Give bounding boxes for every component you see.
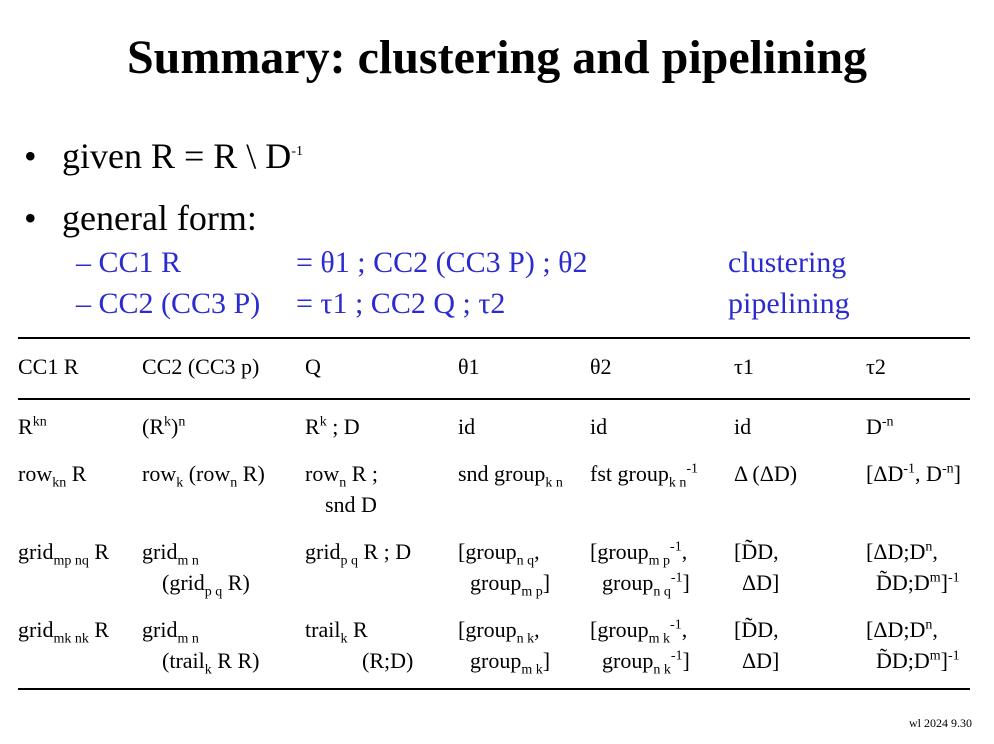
sub-lhs: – CC2 (CC3 P) xyxy=(76,287,261,320)
table-cell: gridmk nk R xyxy=(18,617,110,647)
table-cell: groupn k-1] xyxy=(602,648,690,678)
bullet-given-sup: -1 xyxy=(291,144,303,159)
bullet-given-text: given R = R \ D xyxy=(62,136,292,176)
table-cell: snd D xyxy=(325,492,377,517)
table-cell: (gridp q R) xyxy=(162,570,250,600)
table-cell: rowkn R xyxy=(18,461,87,491)
table-header-cell: CC1 R xyxy=(18,354,79,379)
table-cell: Rk ; D xyxy=(305,414,360,439)
table-cell: gridp q R ; D xyxy=(305,539,412,569)
table-header-cell: τ1 xyxy=(734,354,754,379)
slide-footer: wl 2024 9.30 xyxy=(909,716,972,730)
table-cell: gridm n xyxy=(142,617,199,647)
table-cell: D-n xyxy=(866,414,894,439)
table-cell: [D̃D, xyxy=(734,539,779,564)
sub-rhs: = τ1 ; CC2 Q ; τ2 xyxy=(296,287,506,320)
table-header-cell: CC2 (CC3 p) xyxy=(142,354,260,379)
table-cell: Rkn xyxy=(18,414,47,439)
table-cell: id xyxy=(458,414,476,439)
table-cell: (Rk)n xyxy=(142,414,186,439)
table-cell: (trailk R R) xyxy=(162,648,260,678)
table-cell: groupm p] xyxy=(470,570,551,600)
table-cell: id xyxy=(590,414,608,439)
table-cell: (R;D) xyxy=(362,648,414,673)
table-bottom-rule xyxy=(18,688,970,690)
table-cell: snd groupk n xyxy=(458,461,563,491)
table-cell: groupn q-1] xyxy=(602,570,690,600)
table-cell: [D̃D, xyxy=(734,617,779,642)
table-cell: [groupm p-1, xyxy=(590,539,688,569)
table-header-cell: Q xyxy=(305,354,321,379)
table-cell: [groupm k-1, xyxy=(590,617,688,647)
table-cell: gridmp nq R xyxy=(18,539,110,569)
table-cell: [ΔD-1, D-n] xyxy=(866,461,961,486)
sub-tag: clustering xyxy=(728,246,847,279)
table-cell: D̃D;Dm]-1 xyxy=(876,648,960,673)
table-header-rule xyxy=(18,398,970,400)
bullet-general-form-text: general form: xyxy=(62,198,257,238)
table-header-cell: θ2 xyxy=(590,354,612,379)
bullet-dot-icon: • xyxy=(24,198,37,238)
table-cell: ΔD] xyxy=(742,648,780,673)
table-cell: [ΔD;Dn, xyxy=(866,617,938,642)
table-cell: [groupn q, xyxy=(458,539,540,569)
table-header-cell: θ1 xyxy=(458,354,480,379)
table-cell: ΔD] xyxy=(742,570,780,595)
bullet-general-form: • general form: xyxy=(24,196,257,240)
table-cell: D̃D;Dm]-1 xyxy=(876,570,960,595)
table-cell: Δ (ΔD) xyxy=(734,461,798,486)
bullet-dot-icon: • xyxy=(24,136,37,176)
slide-title: Summary: clustering and pipelining xyxy=(126,31,868,84)
table-cell: gridm n xyxy=(142,539,199,569)
table-top-rule xyxy=(18,337,970,339)
sub-lhs: – CC1 R xyxy=(76,246,182,279)
sub-tag: pipelining xyxy=(728,287,850,320)
table-cell: groupm k] xyxy=(470,648,551,678)
table-cell: [ΔD;Dn, xyxy=(866,539,938,564)
table-cell: trailk R xyxy=(305,617,368,647)
table-cell: rown R ; xyxy=(305,461,379,491)
bullet-given: • given R = R \ D-1 xyxy=(24,134,303,178)
sub-rhs: = θ1 ; CC2 (CC3 P) ; θ2 xyxy=(296,246,588,279)
table-cell: id xyxy=(734,414,752,439)
table-cell: [groupn k, xyxy=(458,617,540,647)
table-cell: rowk (rown R) xyxy=(142,461,265,491)
table-cell: fst groupk n-1 xyxy=(590,461,698,491)
table-header-cell: τ2 xyxy=(866,354,886,379)
